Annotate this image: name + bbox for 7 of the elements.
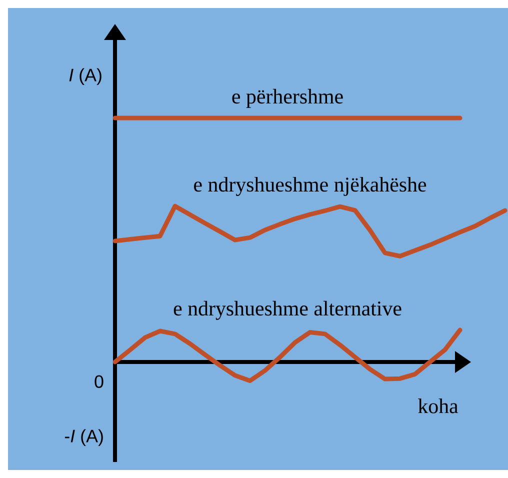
x-axis-title: koha: [418, 398, 458, 414]
series-label: e ndryshueshme njëkahëshe: [194, 176, 426, 196]
text: 0: [94, 375, 104, 388]
text: -I (A): [64, 429, 103, 446]
series-label: e përhershme: [232, 88, 343, 108]
y-axis-title: I (A): [69, 68, 102, 85]
series-label: e ndryshueshme alternative: [174, 300, 402, 320]
